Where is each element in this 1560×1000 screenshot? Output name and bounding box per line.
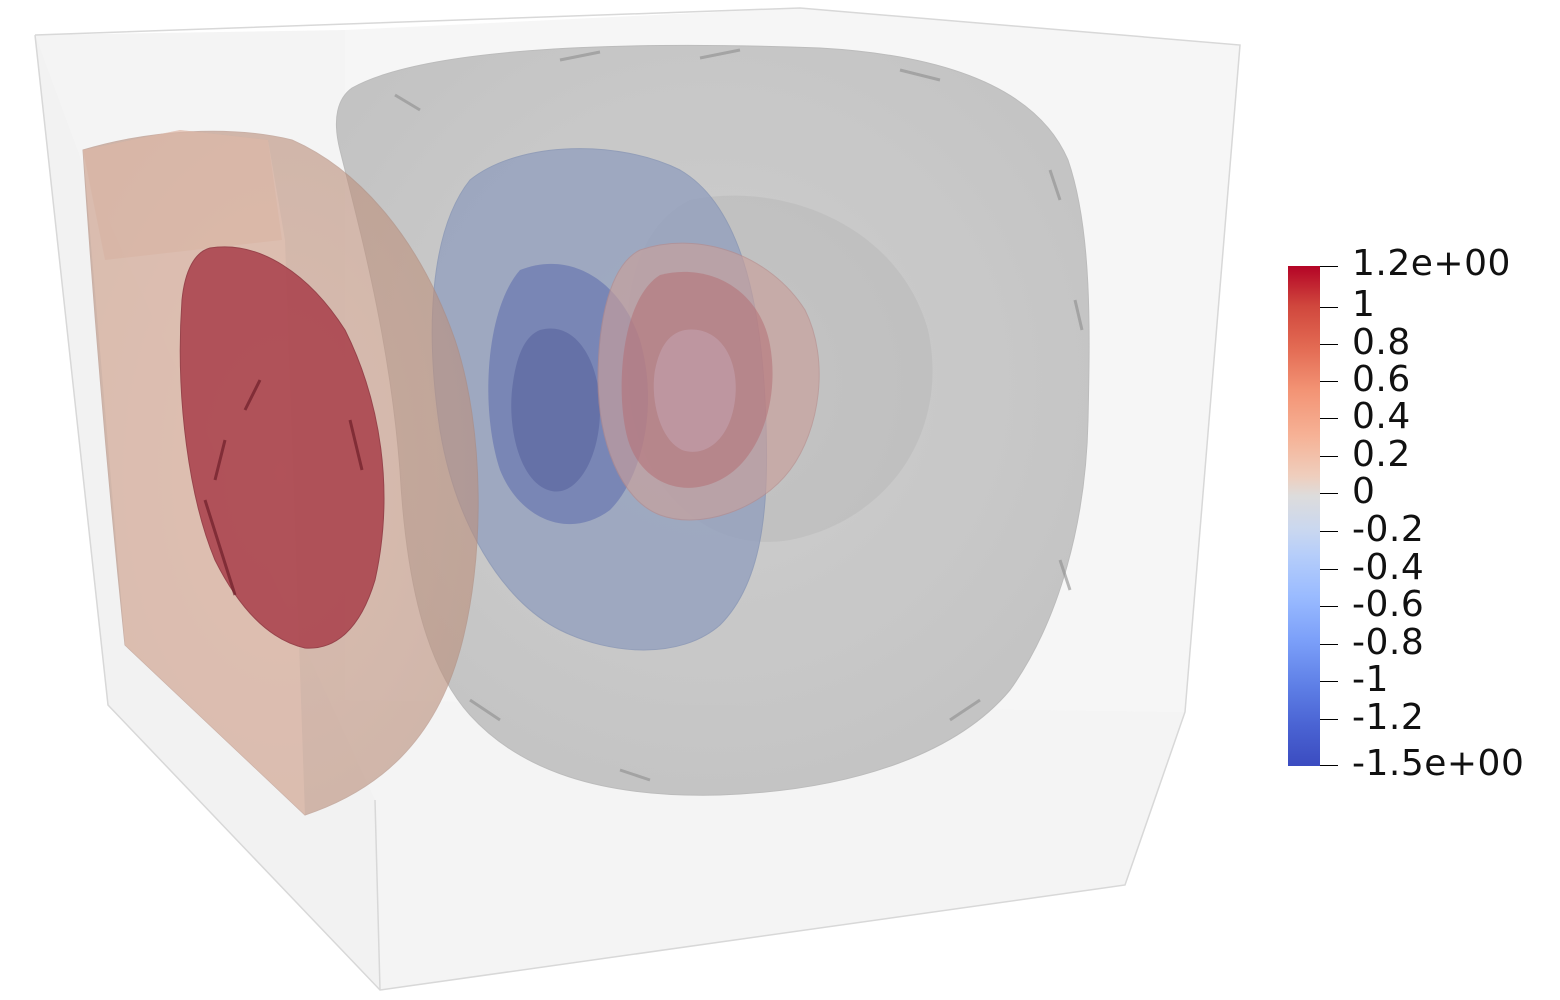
tick-12 — [1320, 719, 1338, 720]
tick-11 — [1320, 681, 1338, 682]
tick-7 — [1320, 531, 1338, 532]
tick-0 — [1320, 266, 1338, 267]
color-legend-bar — [1288, 266, 1320, 766]
legend-label-min: -1.5e+00 — [1352, 743, 1525, 784]
legend-label: 0 — [1352, 471, 1376, 512]
tick-10 — [1320, 644, 1338, 645]
pink-slab — [82, 130, 479, 816]
tick-4 — [1320, 418, 1338, 419]
legend-label: 0.8 — [1352, 322, 1411, 363]
legend-label: 0.4 — [1352, 396, 1411, 437]
legend-label: -1.2 — [1352, 697, 1425, 738]
tick-5 — [1320, 456, 1338, 457]
legend-label: -1 — [1352, 659, 1389, 700]
legend-label: -0.6 — [1352, 584, 1425, 625]
central-core — [597, 242, 820, 521]
tick-2 — [1320, 344, 1338, 345]
tick-6 — [1320, 493, 1338, 494]
legend-label: -0.2 — [1352, 509, 1425, 550]
legend-label: 1 — [1352, 284, 1376, 325]
legend-label: -0.8 — [1352, 622, 1425, 663]
tick-3 — [1320, 381, 1338, 382]
tick-1 — [1320, 307, 1338, 308]
tick-8 — [1320, 569, 1338, 570]
legend-label: 0.6 — [1352, 359, 1411, 400]
legend-label: 0.2 — [1352, 434, 1411, 475]
tick-9 — [1320, 606, 1338, 607]
tick-13 — [1320, 765, 1338, 766]
legend-label: -0.4 — [1352, 547, 1425, 588]
legend-label-max: 1.2e+00 — [1352, 243, 1511, 284]
